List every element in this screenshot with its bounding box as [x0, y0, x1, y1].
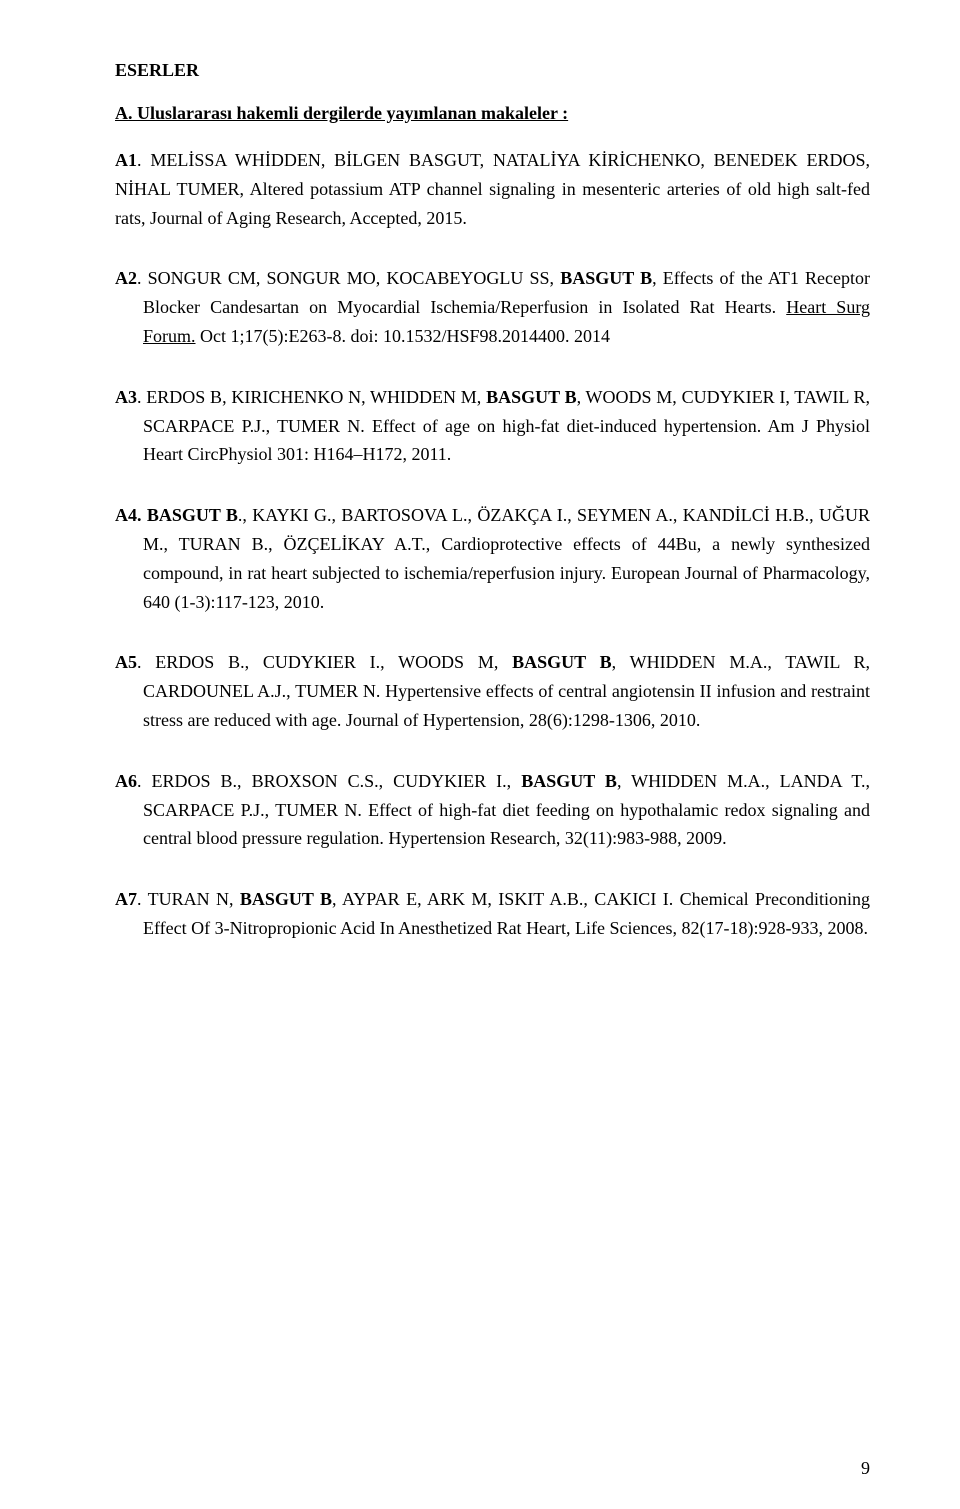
entry-text: ., KAYKI G., BARTOSOVA L., ÖZAKÇA I., SE…	[143, 505, 870, 611]
entry-a2: A2. SONGUR CM, SONGUR MO, KOCABEYOGLU SS…	[115, 264, 870, 350]
entry-a1: A1. MELİSSA WHİDDEN, BİLGEN BASGUT, NATA…	[115, 146, 870, 232]
entry-text: . SONGUR CM, SONGUR MO, KOCABEYOGLU SS,	[137, 268, 560, 288]
entry-a3: A3. ERDOS B, KIRICHENKO N, WHIDDEN M, BA…	[115, 383, 870, 469]
entry-text: . ERDOS B, KIRICHENKO N, WHIDDEN M,	[137, 387, 486, 407]
entry-text: . TURAN N,	[137, 889, 240, 909]
author-bold: . BASGUT B	[137, 505, 238, 525]
entry-label: A3	[115, 387, 137, 407]
author-bold: BASGUT B	[240, 889, 332, 909]
entry-text: Oct 1;17(5):E263-8. doi: 10.1532/HSF98.2…	[196, 326, 611, 346]
entry-text: . MELİSSA WHİDDEN, BİLGEN BASGUT, NATALİ…	[115, 150, 870, 228]
entry-text: . ERDOS B., CUDYKIER I., WOODS M,	[137, 652, 512, 672]
entry-a4: A4. BASGUT B., KAYKI G., BARTOSOVA L., Ö…	[115, 501, 870, 616]
entry-label: A2	[115, 268, 137, 288]
entry-text: . ERDOS B., BROXSON C.S., CUDYKIER I.,	[137, 771, 521, 791]
entry-a5: A5. ERDOS B., CUDYKIER I., WOODS M, BASG…	[115, 648, 870, 734]
entry-label: A1	[115, 150, 137, 170]
section-title: ESERLER	[115, 60, 870, 81]
subsection-title: A. Uluslararası hakemli dergilerde yayım…	[115, 103, 870, 124]
page-number: 9	[861, 1458, 870, 1479]
entry-a6: A6. ERDOS B., BROXSON C.S., CUDYKIER I.,…	[115, 767, 870, 853]
entry-label: A5	[115, 652, 137, 672]
entry-a7: A7. TURAN N, BASGUT B, AYPAR E, ARK M, I…	[115, 885, 870, 943]
document-page: ESERLER A. Uluslararası hakemli dergiler…	[0, 0, 960, 1509]
entry-label: A6	[115, 771, 137, 791]
author-bold: BASGUT B	[486, 387, 576, 407]
entry-label: A4	[115, 505, 137, 525]
entry-label: A7	[115, 889, 137, 909]
author-bold: BASGUT B	[521, 771, 617, 791]
author-bold: BASGUT B	[512, 652, 611, 672]
author-bold: BASGUT B	[560, 268, 652, 288]
